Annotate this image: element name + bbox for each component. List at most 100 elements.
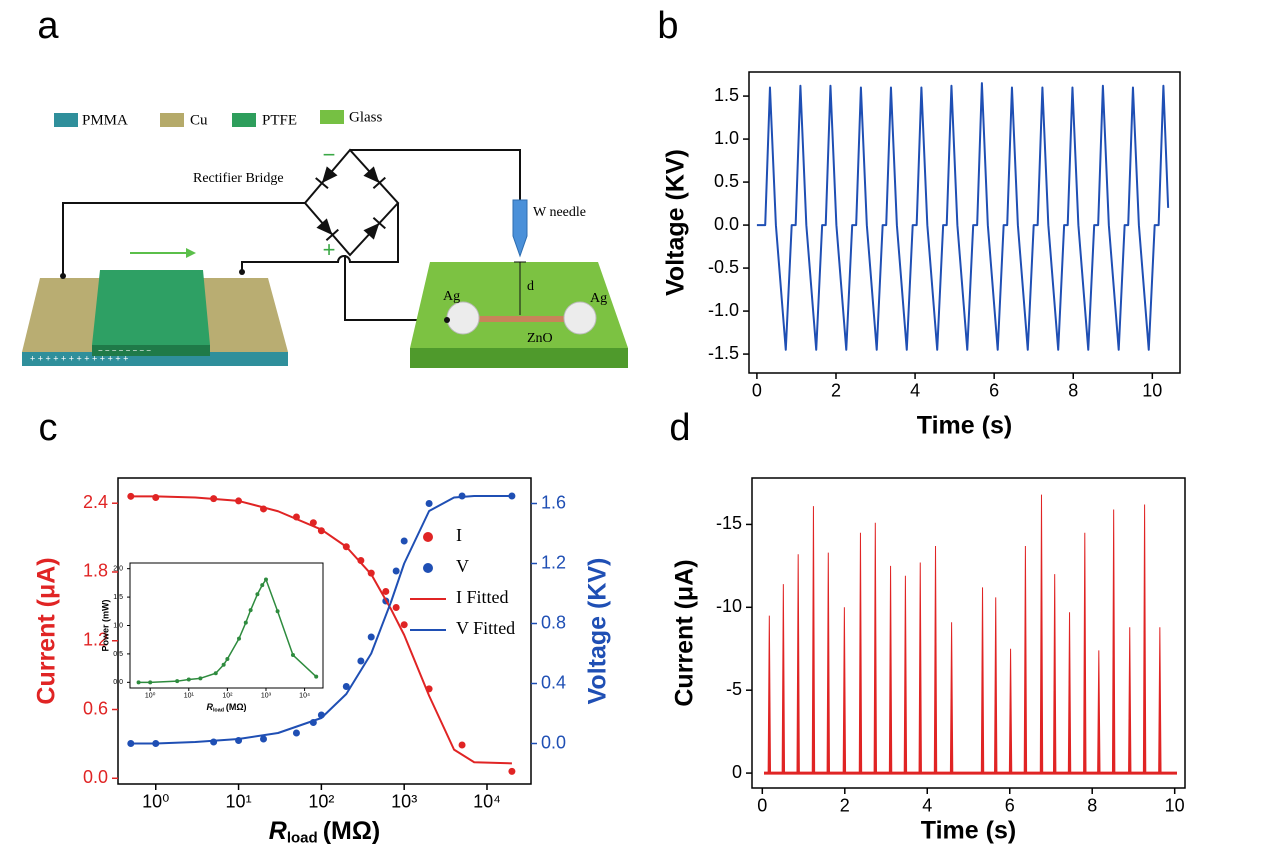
inset-point bbox=[290, 653, 295, 658]
data-point bbox=[400, 537, 408, 545]
x-tick-label: 10² bbox=[308, 791, 334, 811]
y-tick-label: 0.6 bbox=[83, 698, 108, 718]
current-spike bbox=[1008, 648, 1013, 774]
x-tick-label: 10¹ bbox=[226, 791, 252, 811]
data-point bbox=[382, 587, 390, 595]
data-point bbox=[357, 657, 365, 665]
inset-point bbox=[243, 620, 248, 625]
charges: − − − − − − − − bbox=[98, 346, 151, 355]
legend-swatch bbox=[54, 113, 78, 127]
inset-point bbox=[225, 657, 230, 662]
x-tick-label: 10¹ bbox=[184, 693, 195, 700]
panel-label: b bbox=[657, 5, 678, 47]
y-tick-label: 1.2 bbox=[83, 629, 108, 649]
x-axis-symbol: R bbox=[206, 702, 213, 712]
data-point bbox=[392, 567, 400, 575]
x-tick-label: 10 bbox=[1165, 795, 1185, 815]
inset-point bbox=[260, 583, 265, 588]
diode bbox=[315, 166, 338, 190]
plot-frame bbox=[751, 477, 1186, 789]
diode bbox=[363, 216, 386, 240]
data-point bbox=[400, 621, 408, 629]
y2-tick-label: 1.2 bbox=[541, 552, 566, 572]
current-spike bbox=[873, 522, 878, 774]
data-line bbox=[130, 495, 512, 745]
gap-label: d bbox=[527, 279, 534, 294]
y-tick-label: 2.4 bbox=[83, 492, 108, 512]
current-spike bbox=[1083, 532, 1087, 774]
x-tick-label: 4 bbox=[922, 795, 932, 815]
diode bbox=[316, 218, 339, 242]
electrode-label: Ag bbox=[443, 289, 460, 304]
inset-point bbox=[221, 662, 226, 667]
data-point bbox=[127, 492, 135, 500]
data-point bbox=[425, 500, 433, 507]
inset-point bbox=[237, 636, 242, 641]
data-point bbox=[367, 633, 375, 641]
legend-swatch bbox=[320, 110, 344, 124]
y-axis-title: Current (μA) bbox=[671, 559, 699, 706]
legend-text: PMMA bbox=[82, 112, 128, 128]
ag-electrode bbox=[446, 301, 480, 335]
plot-frame bbox=[129, 562, 324, 689]
x-tick-label: 0 bbox=[757, 795, 767, 815]
legend-text: Glass bbox=[349, 109, 382, 125]
data-line bbox=[756, 82, 1170, 351]
inset-point bbox=[213, 671, 218, 676]
wire bbox=[344, 255, 447, 321]
inset-point bbox=[275, 609, 280, 614]
current-spike bbox=[1097, 650, 1101, 774]
current-spike bbox=[1023, 545, 1028, 774]
current-spike bbox=[858, 532, 863, 774]
y-tick-label: -15 bbox=[716, 513, 742, 533]
x-tick-label: 4 bbox=[910, 380, 920, 400]
x-axis-title: Rload (MΩ) bbox=[269, 817, 380, 847]
legend-text: V bbox=[456, 556, 469, 576]
data-point bbox=[152, 493, 160, 501]
x-axis-symbol: R bbox=[269, 817, 287, 845]
x-tick-label: 10⁴ bbox=[473, 791, 501, 811]
ptfe-edge bbox=[92, 345, 210, 356]
current-spike bbox=[980, 587, 985, 774]
legend-text: I Fitted bbox=[456, 587, 509, 607]
inset-point bbox=[186, 677, 191, 682]
y-tick-label: -10 bbox=[716, 596, 742, 616]
rectifier-bridge bbox=[303, 148, 400, 257]
x-tick-label: 10² bbox=[222, 693, 233, 700]
current-spike bbox=[826, 552, 830, 774]
current-spike bbox=[1158, 627, 1162, 774]
panel-label: a bbox=[37, 5, 59, 47]
current-spike bbox=[781, 584, 786, 774]
ptfe-slider bbox=[92, 270, 210, 345]
legend-text: Cu bbox=[190, 112, 208, 128]
charges: + + + + + + + + + + + + + bbox=[30, 353, 128, 363]
x-axis-title: Rload (MΩ) bbox=[206, 702, 246, 713]
y-tick-label: -5 bbox=[726, 679, 742, 699]
x-tick-label: 8 bbox=[1087, 795, 1097, 815]
current-spike bbox=[842, 607, 847, 774]
diode bbox=[363, 166, 386, 190]
terminal-plus: + bbox=[323, 237, 336, 262]
schematic: PMMA Cu PTFE Glass Rectifier Bridge − + … bbox=[22, 109, 628, 368]
glass-edge bbox=[410, 348, 628, 368]
x-axis-sub: load bbox=[213, 708, 224, 714]
terminal-minus: − bbox=[323, 142, 336, 167]
ag-electrode bbox=[563, 301, 597, 335]
current-spike bbox=[796, 554, 800, 774]
inset-point bbox=[148, 680, 153, 685]
y-tick-label: 1.5 bbox=[113, 594, 123, 601]
current-spike bbox=[903, 575, 908, 774]
pmma-base bbox=[22, 352, 288, 366]
inset-point bbox=[314, 674, 319, 679]
inset-point bbox=[263, 577, 268, 582]
current-spike bbox=[1052, 574, 1057, 774]
y2-tick-label: 0.4 bbox=[541, 672, 566, 692]
data-point bbox=[508, 767, 516, 775]
y2-tick-label: 0.0 bbox=[541, 732, 566, 752]
wire bbox=[62, 202, 305, 276]
legend-marker bbox=[423, 563, 433, 573]
inset-point bbox=[255, 592, 260, 597]
data-point bbox=[292, 729, 300, 737]
current-spike bbox=[1067, 612, 1072, 774]
